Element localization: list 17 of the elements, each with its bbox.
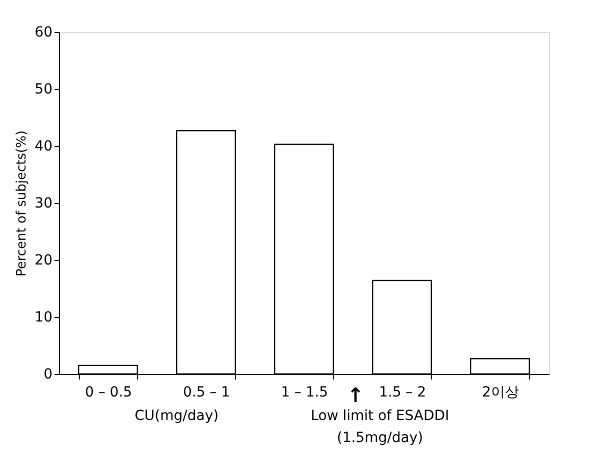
y-tick-label: 40 [34, 138, 52, 154]
x-tick-label: 1.5 – 2 [378, 384, 426, 400]
y-tick-label: 30 [34, 196, 52, 212]
y-tick-label: 60 [34, 24, 52, 40]
y-axis-title: Percent of subjects(%) [14, 130, 30, 277]
y-tick-label: 20 [34, 252, 52, 268]
x-tick-label: 0.5 – 1 [182, 384, 230, 400]
y-tick-label: 10 [34, 310, 52, 326]
x-tick-label: 2이상 [482, 384, 519, 400]
text: ↑ [347, 383, 364, 407]
x-axis-title: CU(mg/day) [134, 408, 219, 424]
text: (1.5mg/day) [336, 430, 424, 446]
x-tick-label: 1 – 1.5 [280, 384, 328, 400]
text: Low limit of ESADDI [310, 408, 450, 424]
y-tick-label: 50 [34, 82, 52, 98]
y-tick-label: 0 [44, 366, 52, 382]
x-tick-label: 0 – 0.5 [84, 384, 132, 400]
